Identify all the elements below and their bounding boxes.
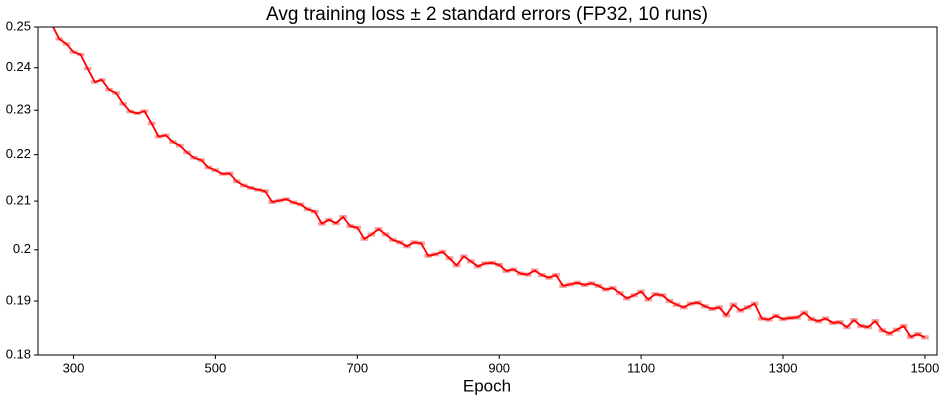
- x-tick-label: 900: [488, 360, 510, 375]
- x-tick-label: 300: [63, 360, 85, 375]
- x-tick-label: 500: [205, 360, 227, 375]
- y-tick-label: 0.24: [6, 59, 31, 74]
- y-tick-label: 0.18: [6, 346, 31, 361]
- y-tick-label: 0.23: [6, 102, 31, 117]
- x-tick-label: 1300: [769, 360, 798, 375]
- y-tick-label: 0.2: [13, 241, 31, 256]
- x-tick-label: 700: [346, 360, 368, 375]
- x-axis-label: Epoch: [463, 376, 511, 395]
- x-tick-label: 1500: [910, 360, 939, 375]
- x-tick-label: 1100: [627, 360, 655, 375]
- y-tick-label: 0.22: [6, 146, 31, 161]
- chart-title: Avg training loss ± 2 standard errors (F…: [266, 4, 708, 25]
- y-tick-label: 0.25: [6, 18, 31, 33]
- plot-area: [52, 27, 929, 340]
- plot-frame: [37, 26, 938, 356]
- loss-line: [52, 27, 926, 339]
- y-tick-label: 0.19: [6, 292, 31, 307]
- y-tick-label: 0.21: [6, 193, 31, 208]
